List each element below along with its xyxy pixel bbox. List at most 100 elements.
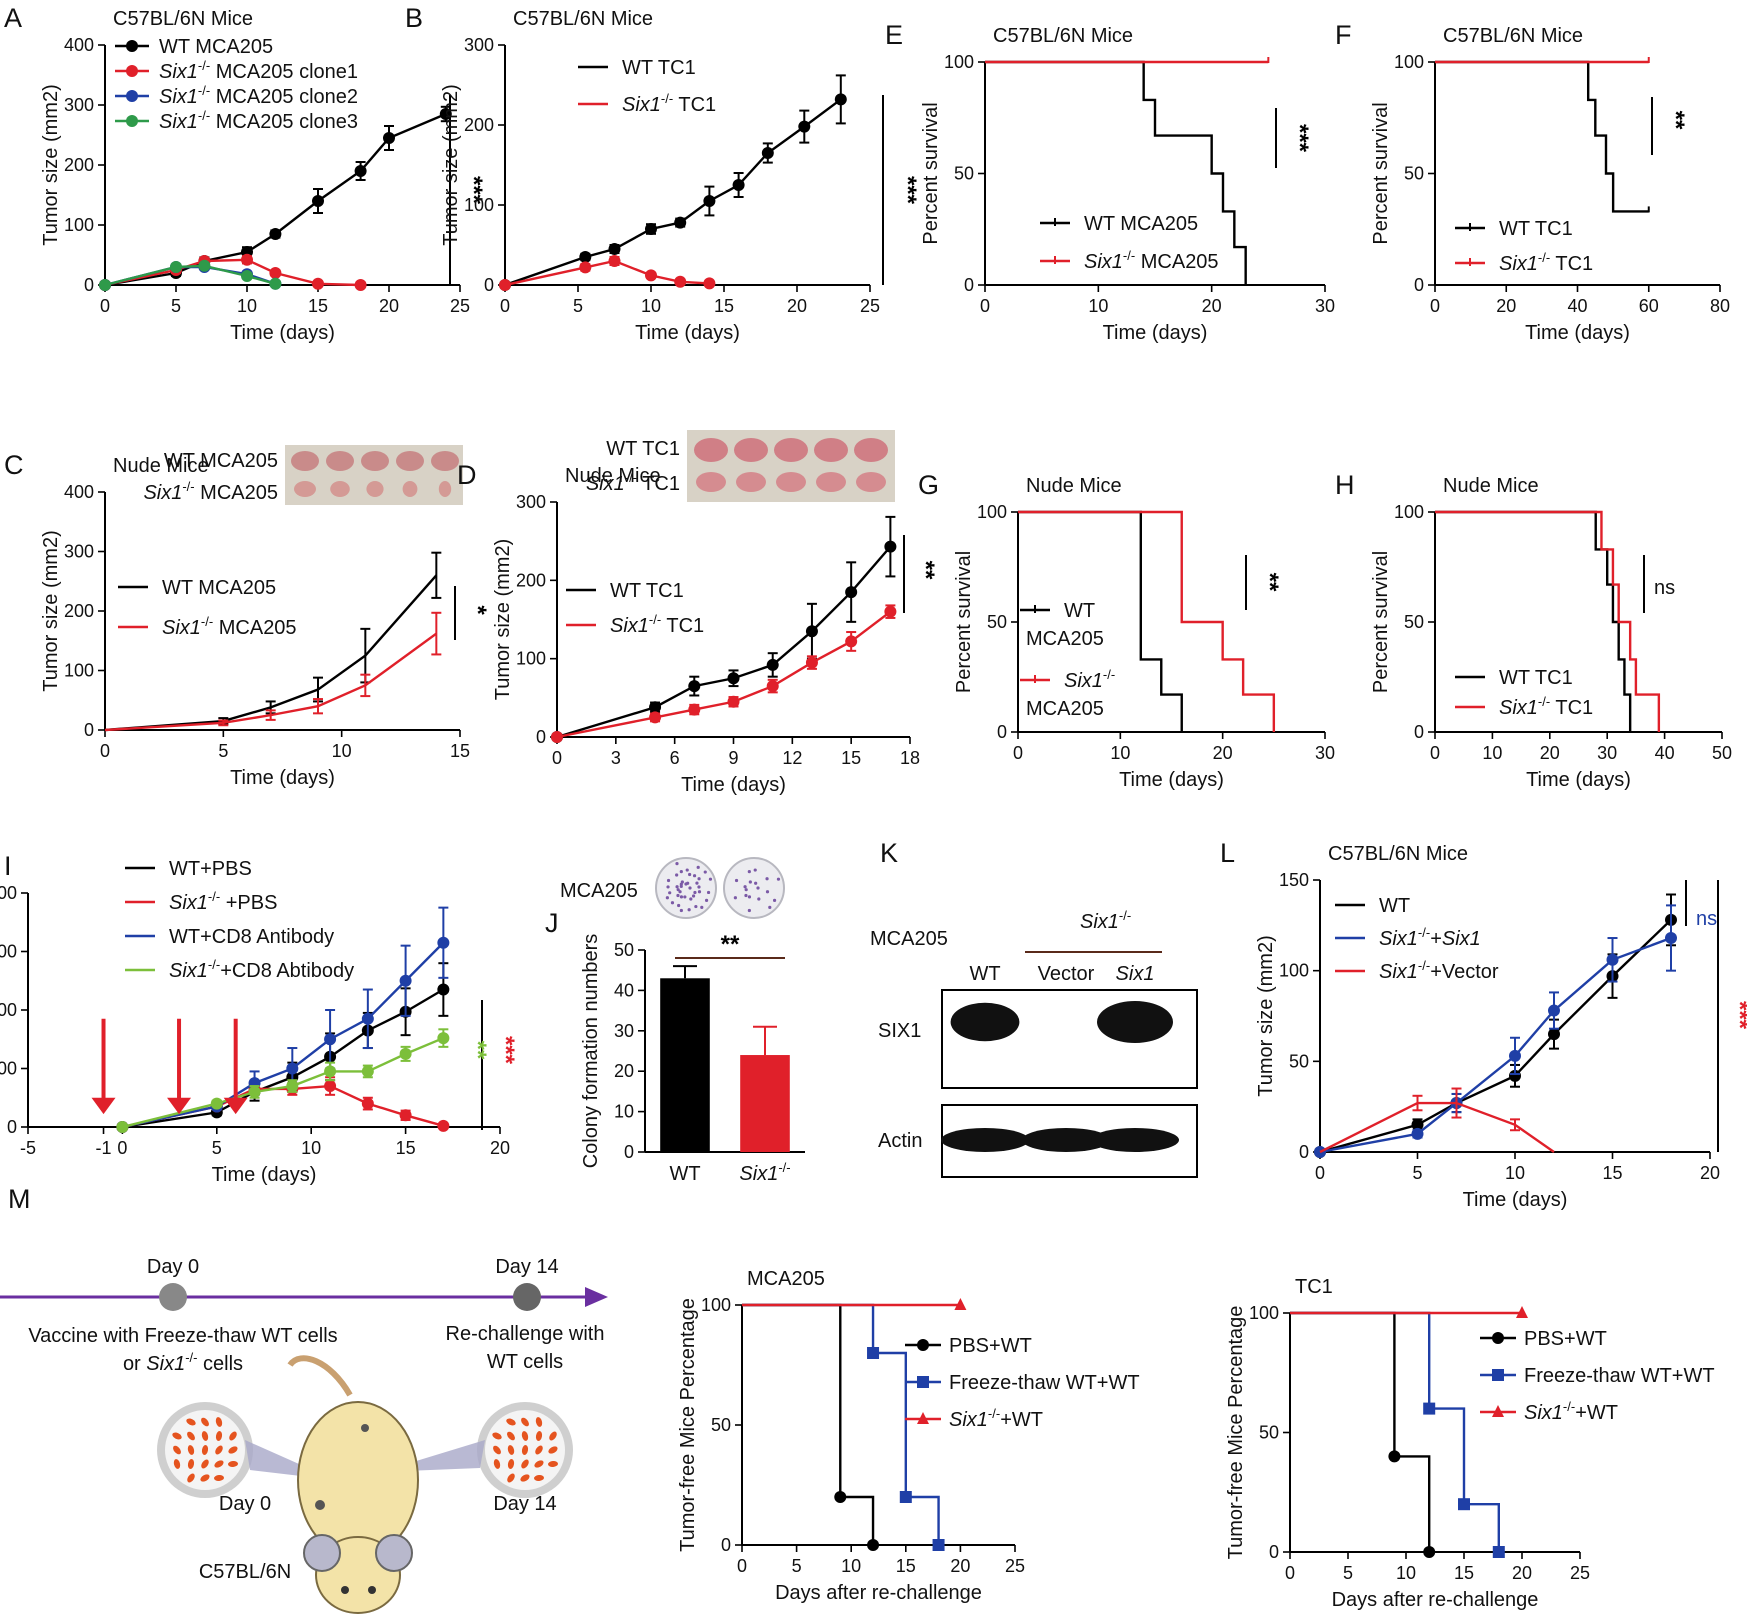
dose-arrowhead <box>167 1097 192 1115</box>
panel-M2: TC1 0 5 10 15 20 25 0 50 100 Days after re-challen… <box>1225 1276 1715 1611</box>
colony <box>688 872 692 877</box>
mouse-label: C57BL/6N <box>199 1561 291 1583</box>
tumor-cell <box>507 1445 515 1455</box>
y-tick-label: 300 <box>64 542 94 562</box>
colony <box>665 896 669 900</box>
tumor-cell <box>548 1460 558 1468</box>
tumor-cell <box>215 1417 223 1427</box>
y-tick-label: 0 <box>1299 1142 1309 1162</box>
x-tick-label: 0 <box>100 296 110 316</box>
label-sup: -/- <box>198 83 210 98</box>
label-sup: -/- <box>185 1350 197 1365</box>
label-rest: MCA205 clone1 <box>210 61 358 83</box>
mouse-body <box>297 1401 419 1559</box>
label-sup: -/- <box>649 612 661 627</box>
vaccine-text: Vaccine with Freeze-thaw WT cells <box>28 1325 337 1347</box>
photo-row-label: WT TC1 <box>606 438 680 460</box>
series-six1-vector <box>1319 1087 1555 1154</box>
x-tick-label: 20 <box>379 296 399 316</box>
x-tick-label: 0 <box>1013 743 1023 763</box>
data-point <box>399 1109 412 1122</box>
legend-label: Six1-/- MCA205 <box>1084 248 1219 273</box>
legend-label: WT MCA205 <box>162 577 276 599</box>
tumor-sample <box>736 472 766 492</box>
mouse-eye <box>341 1586 349 1594</box>
colony <box>679 870 683 874</box>
x-tick-label: 20 <box>950 1556 970 1576</box>
significance-label: ** <box>912 561 939 580</box>
data-point <box>354 165 367 177</box>
x-tick-label: 30 <box>1315 296 1335 316</box>
label-sup: -/- <box>1538 694 1550 709</box>
legend-label: MCA205 <box>1026 698 1104 720</box>
data-point <box>688 703 701 716</box>
legend-label: Six1-/- TC1 <box>610 612 704 637</box>
series-six1-cd8-abtibody <box>116 1028 450 1133</box>
dose-arrowhead <box>91 1097 116 1115</box>
colony <box>697 877 701 881</box>
y-tick-label: 400 <box>0 883 17 903</box>
series-wt-tc1 <box>1435 60 1650 213</box>
legend-marker <box>126 115 138 127</box>
series-line <box>556 610 892 739</box>
label-sup: -/- <box>1119 908 1131 923</box>
data-point <box>884 605 897 618</box>
label-sup: -/- <box>1103 667 1115 682</box>
data-point <box>499 279 511 291</box>
colony <box>679 884 683 888</box>
colony <box>704 898 709 902</box>
survival-curve <box>1435 510 1632 732</box>
x-tick-label: 5 <box>171 296 181 316</box>
tumor-cell <box>214 1460 224 1468</box>
tumor-site <box>315 1500 325 1510</box>
x-tick-label: 10 <box>1110 743 1130 763</box>
y-tick-label: 0 <box>484 275 494 295</box>
tumor-sample <box>776 472 806 492</box>
legend-marker <box>917 1376 929 1388</box>
x-tick-label: 15 <box>1454 1563 1474 1583</box>
survival-curve <box>1435 60 1649 213</box>
legend-label: Six1-/- TC1 <box>622 91 716 116</box>
tumor-cell <box>507 1473 515 1483</box>
data-point <box>649 711 662 724</box>
panel-M1: MCA205 0 5 10 15 20 25 0 50 100 Days after re-chal… <box>677 1268 1140 1604</box>
y-tick-label: 100 <box>977 502 1007 522</box>
data-point <box>1509 1069 1521 1082</box>
colony <box>697 885 701 889</box>
panel-letter: H <box>1335 470 1355 500</box>
x-tick-label: 0 <box>100 741 110 761</box>
label-sup: -/- <box>198 58 210 73</box>
tumor-cell <box>492 1432 502 1440</box>
series-wt-tc1 <box>551 515 897 743</box>
tumor-cell <box>186 1418 196 1426</box>
legend-label: WT <box>1064 600 1095 622</box>
data-point <box>688 680 701 693</box>
label-sup: -/- <box>661 91 673 106</box>
y-tick-label: 50 <box>954 164 974 184</box>
y-tick-label: 0 <box>721 1535 731 1555</box>
y-tick-label: 100 <box>64 661 94 681</box>
tumor-sample <box>856 472 886 492</box>
vaccine-text: or Six1-/- cells <box>123 1350 243 1375</box>
colony <box>685 868 689 872</box>
data-point <box>1388 1450 1401 1463</box>
colony <box>666 878 671 883</box>
x-tick-label: 0 <box>1285 1563 1295 1583</box>
series-pbs-wt <box>1290 1311 1436 1558</box>
photo-row-label: Six1-/- MCA205 <box>143 479 278 504</box>
panel-D: D Nude Mice 0 3 6 9 12 15 18 0 100 200 300 Time (days… <box>457 430 939 796</box>
colony <box>768 905 772 909</box>
x-tick-label: 10 <box>332 741 352 761</box>
tumor-sample <box>696 472 726 492</box>
colony <box>678 890 682 894</box>
legend-label: PBS+WT <box>1524 1328 1607 1350</box>
y-tick-label: 0 <box>536 727 546 747</box>
tumor-cell <box>229 1431 237 1441</box>
data-point <box>1423 1546 1436 1558</box>
data-point <box>439 108 452 120</box>
series-line <box>104 632 438 732</box>
bar-category-label: WT <box>669 1163 700 1185</box>
tumor-cell <box>507 1431 515 1441</box>
data-point <box>608 255 621 267</box>
colony <box>744 893 748 898</box>
